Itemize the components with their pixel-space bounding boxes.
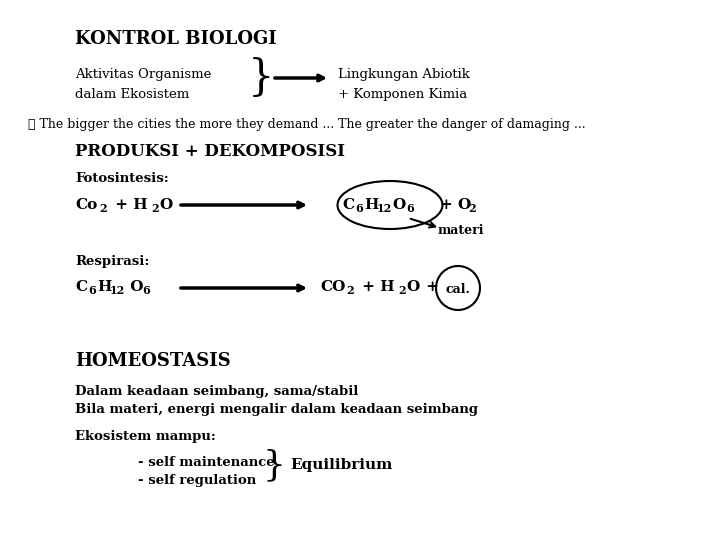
Text: C: C	[342, 198, 354, 212]
Text: 2: 2	[346, 285, 354, 296]
Text: Fotosintesis:: Fotosintesis:	[75, 172, 168, 185]
Text: +: +	[421, 280, 439, 294]
Text: Dalam keadaan seimbang, sama/stabil: Dalam keadaan seimbang, sama/stabil	[75, 385, 359, 398]
Text: Aktivitas Organisme: Aktivitas Organisme	[75, 68, 212, 81]
Text: + H: + H	[110, 198, 148, 212]
Text: O: O	[406, 280, 419, 294]
Text: dalam Ekosistem: dalam Ekosistem	[75, 88, 189, 101]
Text: 2: 2	[99, 203, 107, 214]
Text: O: O	[159, 198, 172, 212]
Text: 12: 12	[377, 203, 392, 214]
Text: 2: 2	[468, 203, 476, 214]
Text: 2: 2	[151, 203, 158, 214]
Text: }: }	[262, 448, 285, 482]
Text: ❖ The bigger the cities the more they demand ... The greater the danger of damag: ❖ The bigger the cities the more they de…	[28, 118, 585, 131]
Text: PRODUKSI + DEKOMPOSISI: PRODUKSI + DEKOMPOSISI	[75, 143, 345, 160]
Text: CO: CO	[320, 280, 346, 294]
Text: - self regulation: - self regulation	[138, 474, 256, 487]
Text: 6: 6	[142, 285, 150, 296]
Text: 12: 12	[110, 285, 125, 296]
Text: }: }	[248, 57, 274, 99]
Text: 6: 6	[88, 285, 96, 296]
Text: + O: + O	[440, 198, 472, 212]
Text: KONTROL BIOLOGI: KONTROL BIOLOGI	[75, 30, 276, 48]
Text: Lingkungan Abiotik: Lingkungan Abiotik	[338, 68, 470, 81]
Text: Respirasi:: Respirasi:	[75, 255, 149, 268]
Text: H: H	[97, 280, 112, 294]
Text: materi: materi	[438, 224, 485, 237]
Text: + Komponen Kimia: + Komponen Kimia	[338, 88, 467, 101]
Text: 6: 6	[355, 203, 363, 214]
Text: O: O	[392, 198, 405, 212]
Text: Ekosistem mampu:: Ekosistem mampu:	[75, 430, 216, 443]
Text: HOMEOSTASIS: HOMEOSTASIS	[75, 352, 230, 370]
Text: cal.: cal.	[446, 283, 470, 296]
Text: - self maintenance: - self maintenance	[138, 456, 274, 469]
Text: 2: 2	[398, 285, 405, 296]
Text: + H: + H	[357, 280, 395, 294]
Text: Bila materi, energi mengalir dalam keadaan seimbang: Bila materi, energi mengalir dalam keada…	[75, 403, 478, 416]
Text: H: H	[364, 198, 379, 212]
Text: C: C	[75, 280, 87, 294]
Text: 6: 6	[406, 203, 414, 214]
Text: Equilibrium: Equilibrium	[290, 458, 392, 472]
Text: O: O	[125, 280, 143, 294]
Text: Co: Co	[75, 198, 97, 212]
